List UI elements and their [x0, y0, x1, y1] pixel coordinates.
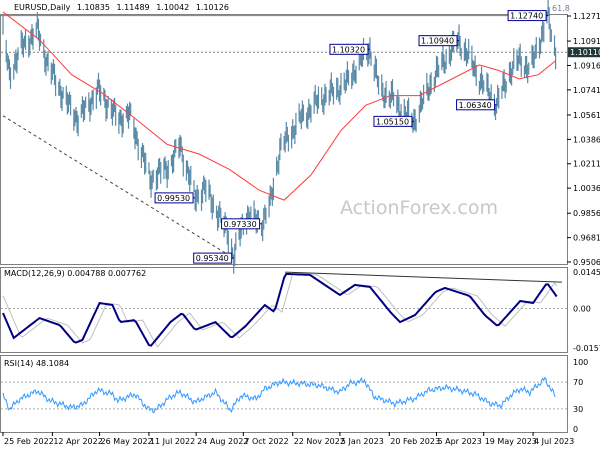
price-label: 0.97330 [224, 220, 257, 229]
y-tick-label: 1.03860 [573, 135, 600, 144]
close-value: 1.10126 [195, 3, 229, 12]
y-tick-label: 1.02110 [573, 160, 600, 169]
x-tick-label: 20 Feb 2023 [390, 437, 440, 446]
panel-r [0, 355, 568, 433]
x-tick-label: 4 Jul 2023 [534, 437, 574, 446]
price-label: 0.95340 [196, 254, 229, 263]
macd-signal-line [2, 273, 558, 348]
price-label-box [154, 192, 194, 204]
macd-tick-label: -0.015712 [573, 344, 600, 353]
price-label-box [221, 218, 261, 230]
y-tick-label: 1.10910 [573, 37, 600, 46]
current-price-badge [568, 47, 600, 58]
price-label: 0.99530 [157, 194, 190, 203]
x-tick-label: 26 May 2022 [101, 437, 153, 446]
x-tick-label: 19 May 2023 [485, 437, 537, 446]
price-label-box [456, 99, 496, 111]
y-tick-label: 0.95060 [573, 258, 600, 267]
price-label: 1.10940 [421, 37, 454, 46]
price-label-box [418, 35, 458, 47]
current-price-label: 1.10110 [570, 48, 600, 57]
x-tick-label: 25 Feb 2022 [4, 437, 54, 446]
price-label: 1.05150 [376, 117, 409, 126]
y-tick-label: 1.07410 [573, 86, 600, 95]
price-label-box [329, 43, 369, 55]
x-tick-label: 12 Apr 2022 [53, 437, 102, 446]
watermark: ActionForex.com [340, 197, 498, 219]
x-tick-label: 5 Jan 2023 [341, 437, 384, 446]
rsi-label: RSI(14) 48.1084 [4, 359, 69, 368]
y-tick-label: 1.09160 [573, 61, 600, 70]
price-label: 1.06340 [459, 101, 492, 110]
macd-tick-label: 0.00 [573, 305, 591, 314]
macd-tick-label: 0.014549 [573, 268, 600, 277]
chart-header: EURUSD,Daily 1.10835 1.11489 1.10042 1.1… [14, 3, 233, 12]
y-tick-label: 1.05610 [573, 111, 600, 120]
price-label-box [193, 252, 233, 264]
rsi-line [2, 376, 556, 414]
high-value: 1.11489 [116, 3, 150, 12]
price-label-box [373, 115, 413, 127]
macd-line [2, 272, 558, 347]
x-tick-label: 5 Apr 2023 [437, 437, 481, 446]
x-tick-label: 24 Aug 2022 [197, 437, 248, 446]
x-tick-label: 11 Jul 2022 [150, 437, 195, 446]
rsi-tick-label: 0 [573, 425, 578, 434]
x-tick-label: 22 Nov 2022 [294, 437, 345, 446]
fib-label: 61.8 [552, 4, 570, 13]
open-value: 1.10835 [76, 3, 110, 12]
y-tick-label: 1.12710 [573, 12, 600, 21]
low-value: 1.10042 [156, 3, 190, 12]
macd-trendline [285, 271, 563, 283]
symbol-label: EURUSD,Daily [14, 3, 71, 12]
price-label: 1.10320 [332, 45, 365, 54]
rsi-tick-label: 30 [573, 405, 583, 414]
x-tick-label: 7 Oct 2022 [244, 437, 288, 446]
price-label-box [507, 10, 547, 22]
price-label: 1.12740 [510, 12, 543, 21]
rsi-tick-label: 100 [573, 358, 588, 367]
rsi-tick-label: 70 [573, 378, 583, 387]
sma-line [2, 11, 556, 201]
macd-label: MACD(12,26,9) 0.004788 0.007762 [4, 269, 146, 278]
